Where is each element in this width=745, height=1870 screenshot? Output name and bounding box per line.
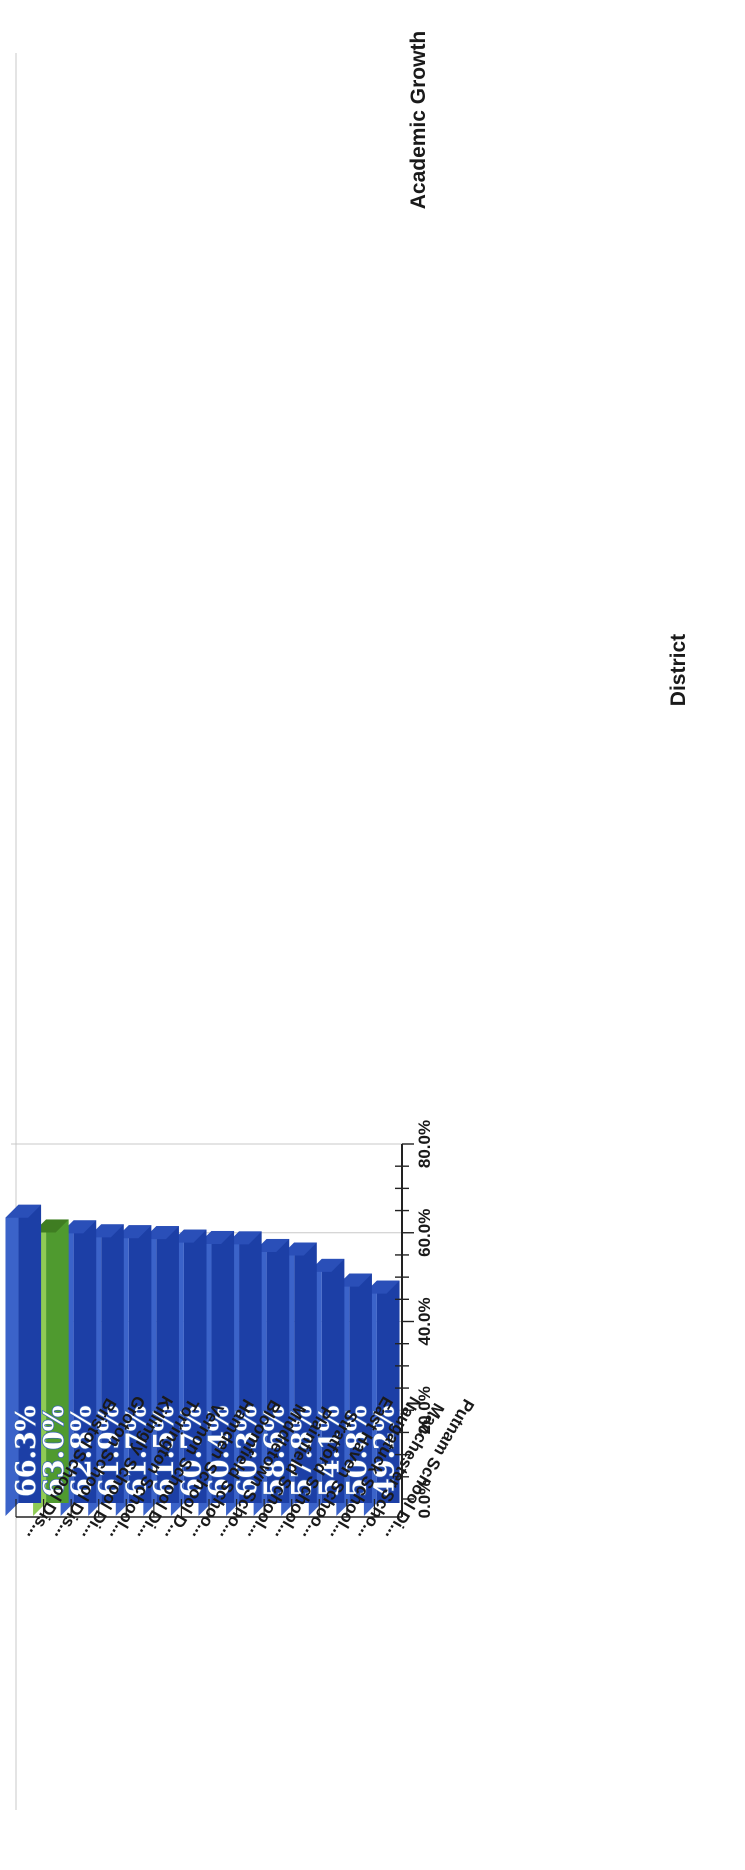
y-tick-label: 40.0%: [415, 1297, 434, 1345]
bar-front: [321, 1258, 345, 1503]
y-tick-label: 60.0%: [415, 1209, 434, 1257]
bar-cap: [115, 1225, 152, 1239]
rotated-chart-group: 0.0% 20.0% 40.0% 60.0% 80.0% 49.2%Putnam Sch…: [5, 31, 690, 1810]
bar-front: [18, 1204, 42, 1503]
data-label: 61.9%: [94, 1406, 125, 1497]
data-label: 60.7%: [177, 1406, 208, 1497]
bar-front: [73, 1220, 97, 1503]
y-tick-label: 0.0%: [415, 1480, 434, 1519]
data-label: 50.8%: [342, 1406, 373, 1497]
bar: [5, 1204, 42, 1516]
gridlines: [11, 53, 402, 1810]
data-label: 62.8%: [66, 1406, 97, 1497]
bar-front: [101, 1224, 124, 1503]
bar-front: [266, 1238, 290, 1503]
bar-front: [183, 1229, 207, 1503]
bar-front: [46, 1219, 69, 1503]
bar-front: [239, 1231, 262, 1503]
data-label: 63.0%: [39, 1406, 70, 1497]
bar-front: [294, 1242, 317, 1503]
y-axis-title: Academic Growth: [407, 31, 430, 210]
data-label: 57.8%: [287, 1406, 318, 1497]
bars: [5, 1204, 400, 1516]
bar-side: [5, 1204, 19, 1516]
bar-cap: [143, 1226, 179, 1240]
bar-cap: [5, 1204, 42, 1218]
x-axis-title: District: [667, 634, 690, 706]
data-label: 54.1%: [315, 1406, 346, 1497]
bar-cap: [198, 1230, 235, 1244]
y-tick-label: 80.0%: [415, 1120, 434, 1168]
data-label: 61.5%: [149, 1406, 180, 1497]
bar-front: [211, 1230, 235, 1503]
bar-front: [156, 1226, 179, 1503]
bar-cap: [88, 1224, 124, 1238]
data-label: 60.4%: [204, 1406, 235, 1497]
bar-front: [128, 1225, 152, 1503]
bar-front: [349, 1273, 372, 1503]
bar-cap: [226, 1231, 262, 1245]
bar-cap: [253, 1238, 290, 1252]
labels: 49.2%Putnam School Di...50.8%Manchester …: [11, 1393, 478, 1544]
data-label: 58.6%: [259, 1406, 290, 1497]
axes: 0.0% 20.0% 40.0% 60.0% 80.0%: [15, 1120, 434, 1519]
data-label: 60.3%: [232, 1406, 263, 1497]
y-tick-label: 20.0%: [415, 1386, 434, 1434]
data-label: 61.7%: [122, 1406, 153, 1497]
bar-front: [376, 1280, 400, 1503]
bar-cap: [281, 1242, 317, 1256]
bar-cap: [170, 1229, 207, 1243]
data-label: 49.2%: [370, 1406, 401, 1497]
bar-cap: [363, 1280, 400, 1294]
bar-cap: [60, 1220, 97, 1234]
bar-cap: [33, 1219, 69, 1233]
data-label: 66.3%: [11, 1406, 42, 1497]
bar-cap: [336, 1273, 372, 1287]
bar-cap: [308, 1258, 345, 1272]
